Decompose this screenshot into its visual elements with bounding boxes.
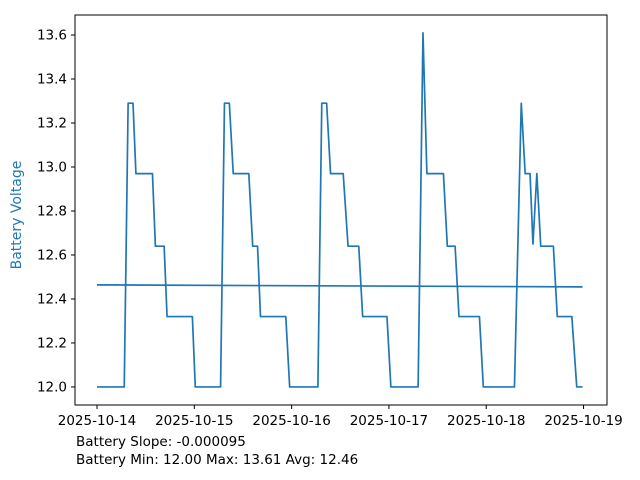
y-tick-label: 13.4 <box>37 72 67 88</box>
battery-voltage-line <box>96 31 583 388</box>
x-tick-label: 2025-10-14 <box>58 413 136 429</box>
battery-trend-line <box>96 284 583 288</box>
footer-stats-text: Battery Min: 12.00 Max: 13.61 Avg: 12.46 <box>76 452 358 468</box>
x-tick-label: 2025-10-18 <box>447 413 525 429</box>
y-tick-label: 12.2 <box>37 335 67 351</box>
y-tick-label: 13.6 <box>37 28 67 44</box>
y-tick-label: 12.6 <box>37 247 67 263</box>
axis-ticks: 2025-10-14 2025-10-15 2025-10-16 2025-10-17… <box>37 28 623 429</box>
y-tick-label: 12.0 <box>37 379 67 395</box>
x-tick-label: 2025-10-19 <box>544 413 622 429</box>
y-tick-label: 12.8 <box>37 203 67 219</box>
y-tick-label: 13.2 <box>37 116 67 132</box>
y-tick-label: 13.0 <box>37 159 67 175</box>
y-tick-label: 12.4 <box>37 291 67 307</box>
x-tick-label: 2025-10-16 <box>252 413 330 429</box>
series-lines <box>96 31 583 388</box>
x-tick-label: 2025-10-17 <box>350 413 428 429</box>
footer-slope-text: Battery Slope: -0.000095 <box>76 434 246 450</box>
plot-border <box>74 14 608 406</box>
y-axis-label: Battery Voltage <box>9 161 25 270</box>
x-tick-label: 2025-10-15 <box>155 413 233 429</box>
